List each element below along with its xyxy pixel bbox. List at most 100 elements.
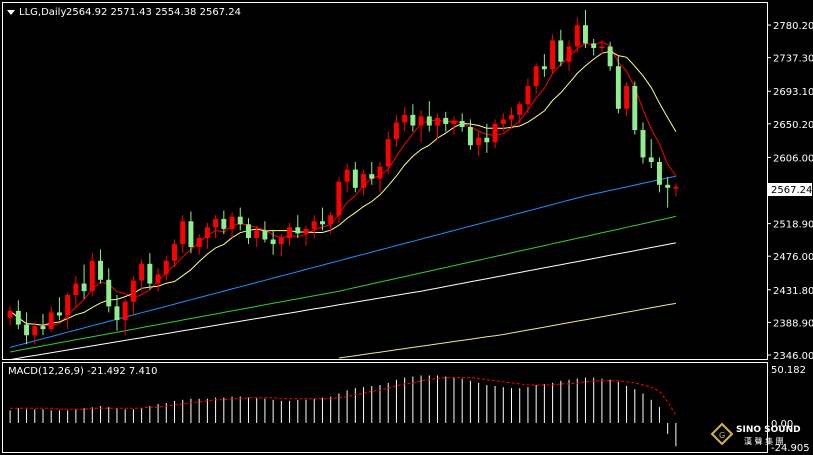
brand-chinese: 漢 聲 集 團 xyxy=(744,436,784,446)
candle-body xyxy=(607,46,613,67)
diamond-logo-icon xyxy=(710,422,734,446)
candle-body xyxy=(615,66,621,109)
ma-green-line xyxy=(10,215,677,353)
macd-bottom-label: -24.905 xyxy=(771,443,810,454)
candle-body xyxy=(155,274,161,284)
candle-body xyxy=(599,46,605,48)
candle-body xyxy=(32,326,38,336)
macd-panel-frame xyxy=(2,362,768,453)
candle-body xyxy=(328,215,334,225)
candle-body xyxy=(73,283,79,295)
macd-zero-label: 0.00 xyxy=(771,419,793,430)
candle-body xyxy=(180,221,186,245)
candle-body xyxy=(467,127,473,146)
sino-sound-logo: G SINO SOUND 漢 聲 集 團 xyxy=(710,422,801,446)
macd-top-label: 50.182 xyxy=(771,365,806,376)
price-tick-label: 2780.20 xyxy=(773,21,813,32)
candle-body xyxy=(541,66,547,70)
macd-label: MACD(12,26,9) -21.492 7.410 xyxy=(8,366,158,377)
candle-body xyxy=(270,239,276,245)
candle-body xyxy=(361,174,367,188)
moving-averages xyxy=(9,41,677,361)
candle-body xyxy=(591,43,597,48)
candle-body xyxy=(56,312,62,316)
candle-body xyxy=(24,324,30,336)
candle-body xyxy=(435,117,440,126)
candle-body xyxy=(393,122,399,140)
candle-body xyxy=(640,130,646,158)
candle-body xyxy=(410,114,416,126)
candle-body xyxy=(40,326,46,330)
candle-body xyxy=(352,169,358,188)
candle-body xyxy=(583,25,588,44)
candle-body xyxy=(566,46,572,62)
candle-body xyxy=(303,228,309,234)
candlesticks xyxy=(7,10,679,345)
candle-body xyxy=(319,221,325,225)
candle-body xyxy=(122,301,128,321)
candle-body xyxy=(385,139,391,167)
candle-body xyxy=(558,40,564,62)
ma-5-line xyxy=(9,41,677,327)
price-tick-label: 2431.80 xyxy=(773,286,813,297)
candle-body xyxy=(377,166,383,179)
price-tick-label: 2693.10 xyxy=(773,87,813,98)
candle-body xyxy=(656,161,662,185)
header: LLG,Daily 2564.92 2571.43 2554.38 2567.2… xyxy=(7,7,241,18)
candle-body xyxy=(311,221,317,229)
collapse-triangle-icon[interactable] xyxy=(7,10,15,15)
ma-white-line xyxy=(10,242,676,361)
current-price-tag: 2567.24 xyxy=(768,183,812,196)
candle-body xyxy=(484,137,490,143)
candle-body xyxy=(196,237,202,248)
candle-body xyxy=(229,216,235,229)
candle-body xyxy=(426,116,432,126)
main-panel-frame xyxy=(2,2,768,360)
price-tick-label: 2650.20 xyxy=(773,120,813,131)
ohlc-values: 2564.92 2571.43 2554.38 2567.24 xyxy=(66,7,241,18)
ma-blue-line xyxy=(9,175,677,348)
candle-body xyxy=(665,184,671,188)
candle-body xyxy=(130,280,136,302)
candle-body xyxy=(254,230,260,238)
price-tick-label: 2476.00 xyxy=(773,252,813,263)
candle-body xyxy=(369,174,375,179)
candle-body xyxy=(632,85,638,131)
candle-body xyxy=(295,227,301,234)
candle-body xyxy=(344,169,350,182)
candle-body xyxy=(221,218,227,229)
candle-body xyxy=(492,123,498,143)
candle-body xyxy=(443,117,449,124)
candle-body xyxy=(459,120,465,128)
candle-body xyxy=(15,310,21,325)
candle-body xyxy=(65,294,71,316)
candle-body xyxy=(262,230,268,240)
symbol-label: LLG,Daily xyxy=(19,7,66,18)
candle-body xyxy=(106,279,112,307)
ma-10-line xyxy=(9,50,677,326)
candle-body xyxy=(98,260,103,280)
brand-name: SINO SOUND xyxy=(736,425,801,435)
svg-text:G: G xyxy=(719,431,725,440)
candle-body xyxy=(673,186,679,189)
candle-body xyxy=(237,216,243,225)
ma-long-line xyxy=(338,302,676,359)
candle-body xyxy=(246,224,251,238)
candle-body xyxy=(204,227,210,238)
price-tick-label: 2606.00 xyxy=(773,153,813,164)
candle-body xyxy=(574,25,580,47)
candle-body xyxy=(648,157,654,162)
candle-body xyxy=(287,227,293,238)
price-tick-label: 2737.30 xyxy=(773,54,813,65)
price-tick-label: 2518.90 xyxy=(773,220,813,231)
macd-histogram xyxy=(9,375,677,447)
candle-body xyxy=(188,221,194,248)
candle-body xyxy=(139,263,145,281)
candle-body xyxy=(500,119,506,124)
candle-body xyxy=(402,114,408,123)
candle-body xyxy=(114,306,120,321)
candle-body xyxy=(525,85,531,105)
candle-body xyxy=(89,260,95,292)
